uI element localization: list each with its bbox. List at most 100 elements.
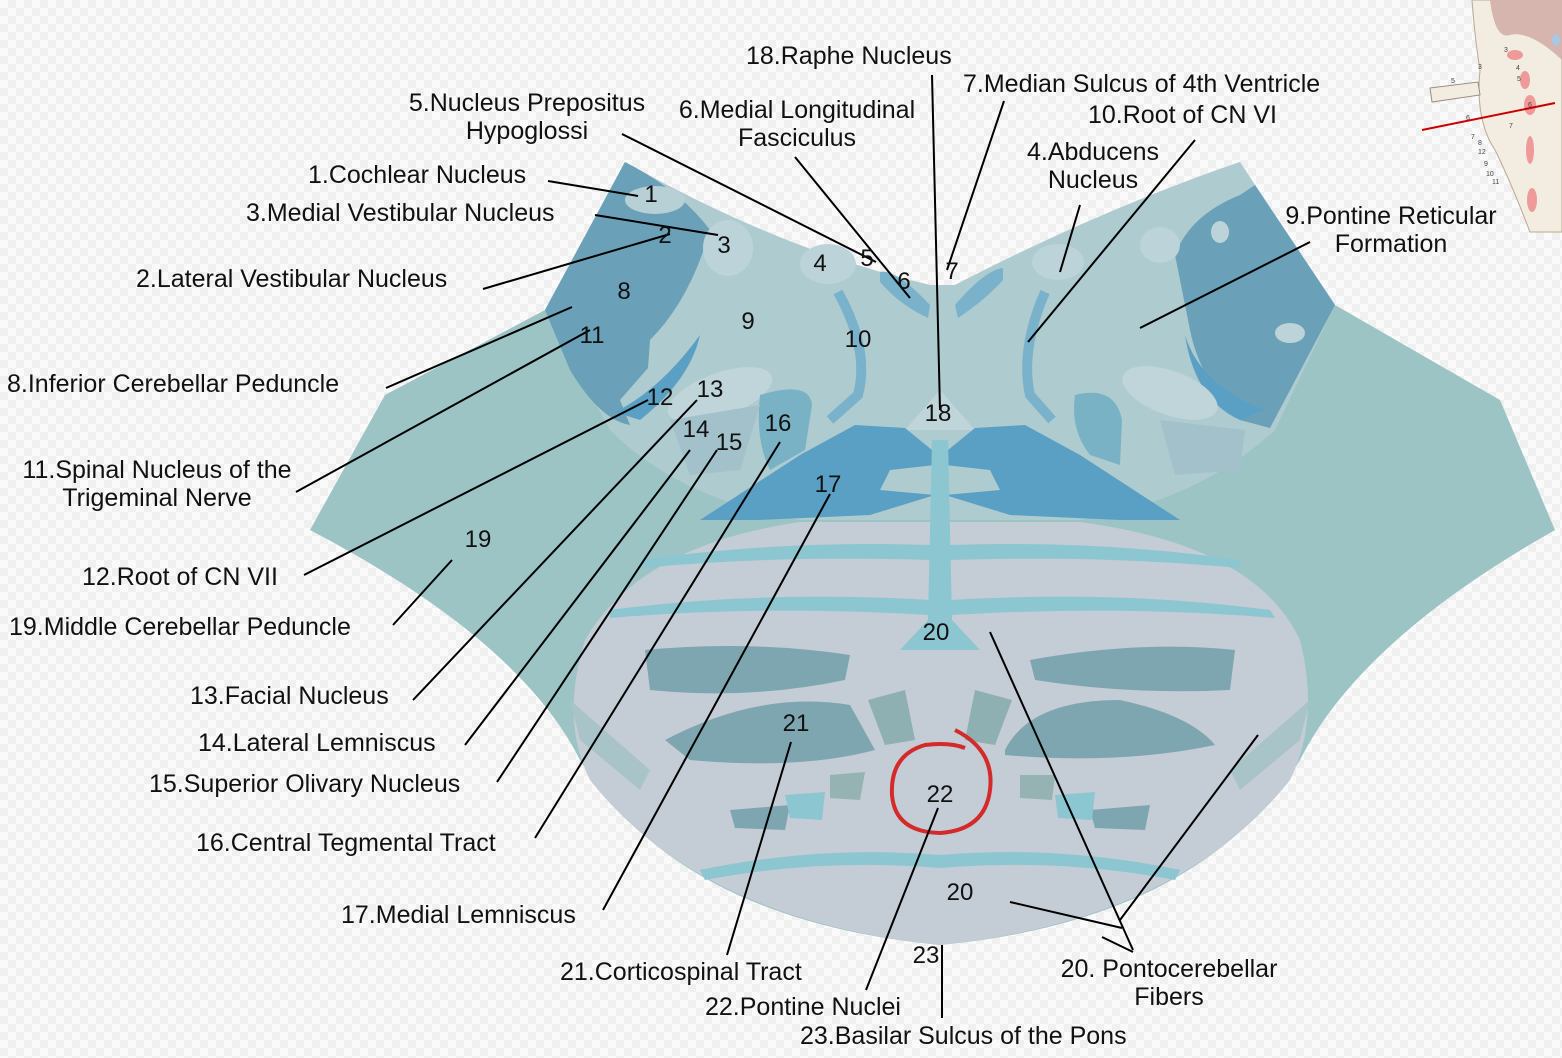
label-root-cn-vii: 12.Root of CN VII (82, 563, 278, 591)
highlight-circle-pontine-nuclei (889, 728, 993, 836)
facial-nucleus-right (1122, 366, 1218, 420)
label-spinal-trigeminal-2: Trigeminal Nerve (62, 484, 251, 512)
structure-numbers: 1 2 3 4 5 6 7 8 9 10 11 12 13 14 15 16 1… (465, 181, 974, 969)
inset-brainstem-image: 3 4 5 6 7 3 5 6 7 8 12 9 10 11 (1421, 0, 1562, 233)
pontine-nuclei-left-2 (830, 772, 865, 800)
label-abducens-nucleus: 4.Abducens (1027, 138, 1159, 166)
label-spinal-trigeminal: 11.Spinal Nucleus of the (22, 456, 291, 484)
label-root-cn-vi: 10.Root of CN VI (1088, 101, 1277, 129)
number-13: 13 (697, 376, 724, 403)
pontine-nuclei-left-3 (730, 805, 790, 830)
leader-line-7 (946, 100, 1005, 271)
lateral-lemniscus-right (1160, 420, 1245, 475)
number-15: 15 (716, 429, 743, 456)
abducens-nucleus-right (1032, 244, 1084, 280)
label-mlf-2: Fasciculus (738, 124, 856, 152)
leader-line-8 (385, 306, 573, 389)
leader-line-15 (496, 449, 718, 783)
inset-label-9: 9 (1484, 161, 1488, 168)
pontine-nuclei-right-1 (965, 690, 1012, 745)
facial-nucleus-left (667, 367, 773, 423)
label-middle-cerebellar-peduncle: 19.Middle Cerebellar Peduncle (9, 613, 351, 641)
inset-nucleus-4 (1526, 136, 1534, 164)
central-tegmental-tract-right (1074, 392, 1122, 465)
inset-label-7: 7 (1509, 123, 1513, 130)
label-superior-olivary-nucleus: 15.Superior Olivary Nucleus (149, 770, 460, 798)
label-pontine-reticular: 9.Pontine Reticular (1285, 202, 1496, 230)
label-central-tegmental-tract: 16.Central Tegmental Tract (196, 829, 496, 857)
number-1: 1 (644, 181, 657, 208)
root-cn-vi-left (826, 289, 867, 424)
pontine-nuclei-left-1 (868, 690, 915, 745)
number-4: 4 (813, 250, 826, 277)
leader-line-21 (726, 741, 792, 956)
mlf-left (880, 271, 930, 318)
leader-line-17 (602, 493, 831, 911)
number-9: 9 (741, 308, 754, 335)
leader-line-22 (865, 807, 939, 991)
label-inferior-cerebellar-peduncle: 8.Inferior Cerebellar Peduncle (7, 370, 339, 398)
corticospinal-tract-left (645, 646, 850, 694)
inset-label-3: 3 (1504, 47, 1508, 54)
pontine-nuclei-right-4 (1055, 792, 1095, 820)
label-pontocerebellar-fibers: 20. Pontocerebellar (1061, 955, 1278, 983)
leader-line-20c (1119, 734, 1259, 921)
inset-label-12: 12 (1478, 149, 1486, 156)
leader-line-13 (412, 399, 698, 701)
inset-dark-region (1490, 0, 1562, 60)
number-22: 22 (927, 781, 954, 808)
leader-line-11 (295, 329, 591, 493)
label-abducens-nucleus-2: Nucleus (1048, 166, 1138, 194)
cochlear-nucleus-region (625, 186, 685, 214)
label-nucleus-prepositus: 5.Nucleus Prepositus (409, 89, 645, 117)
leader-line-20d (1101, 936, 1134, 953)
lateral-lemniscus-left (670, 405, 760, 475)
inset-label-6b: 6 (1466, 115, 1470, 122)
corticospinal-tract-left-2 (665, 701, 875, 764)
label-cochlear-nucleus: 1.Cochlear Nucleus (308, 161, 526, 189)
pontine-nuclei-left-4 (785, 792, 825, 820)
inset-background (1471, 0, 1562, 233)
number-3: 3 (717, 232, 730, 259)
label-facial-nucleus: 13.Facial Nucleus (190, 682, 389, 710)
label-medial-vestibular-nucleus: 3.Medial Vestibular Nucleus (246, 199, 555, 227)
corticospinal-tract-right-2 (1005, 700, 1215, 759)
number-14: 14 (683, 416, 710, 443)
number-2: 2 (658, 222, 671, 249)
leader-line-2 (482, 233, 671, 290)
leader-line-20b (1009, 901, 1123, 929)
number-16: 16 (765, 410, 792, 437)
number-7: 7 (945, 258, 958, 285)
inset-label-7b: 7 (1471, 134, 1475, 141)
number-12: 12 (647, 384, 674, 411)
pontine-nuclei-right-2 (1020, 775, 1055, 800)
number-20-upper: 20 (923, 619, 950, 646)
central-tegmental-tract-left (758, 389, 812, 470)
label-lateral-vestibular-nucleus: 2.Lateral Vestibular Nucleus (136, 265, 447, 293)
label-lateral-lemniscus: 14.Lateral Lemniscus (198, 729, 436, 757)
label-medial-lemniscus: 17.Medial Lemniscus (341, 901, 576, 929)
lateral-fibers-left (570, 700, 650, 790)
label-median-sulcus: 7.Median Sulcus of 4th Ventricle (963, 70, 1320, 98)
label-pontine-reticular-2: Formation (1335, 230, 1448, 258)
number-18: 18 (925, 400, 952, 427)
leader-line-1 (547, 180, 639, 197)
corticospinal-tract-right (1030, 646, 1235, 692)
inferior-cerebellar-peduncle-right (1175, 185, 1335, 428)
medial-lemniscus-left (700, 425, 935, 520)
inset-section-cut-line (1421, 102, 1556, 131)
leader-line-10 (1027, 139, 1196, 343)
label-basilar-sulcus: 23.Basilar Sulcus of the Pons (800, 1022, 1127, 1050)
leader-line-18 (931, 74, 941, 411)
inset-label-6: 6 (1528, 102, 1532, 109)
label-raphe-nucleus: 18.Raphe Nucleus (746, 42, 952, 70)
pontine-reticular-patch (1140, 227, 1180, 263)
label-pontocerebellar-fibers-2: Fibers (1134, 983, 1203, 1011)
inset-label-5: 5 (1517, 76, 1521, 83)
number-20-lower: 20 (947, 879, 974, 906)
peduncle-patch (1275, 323, 1305, 343)
number-11: 11 (580, 322, 605, 349)
leader-line-9 (1139, 241, 1311, 329)
leader-line-16 (534, 441, 781, 839)
